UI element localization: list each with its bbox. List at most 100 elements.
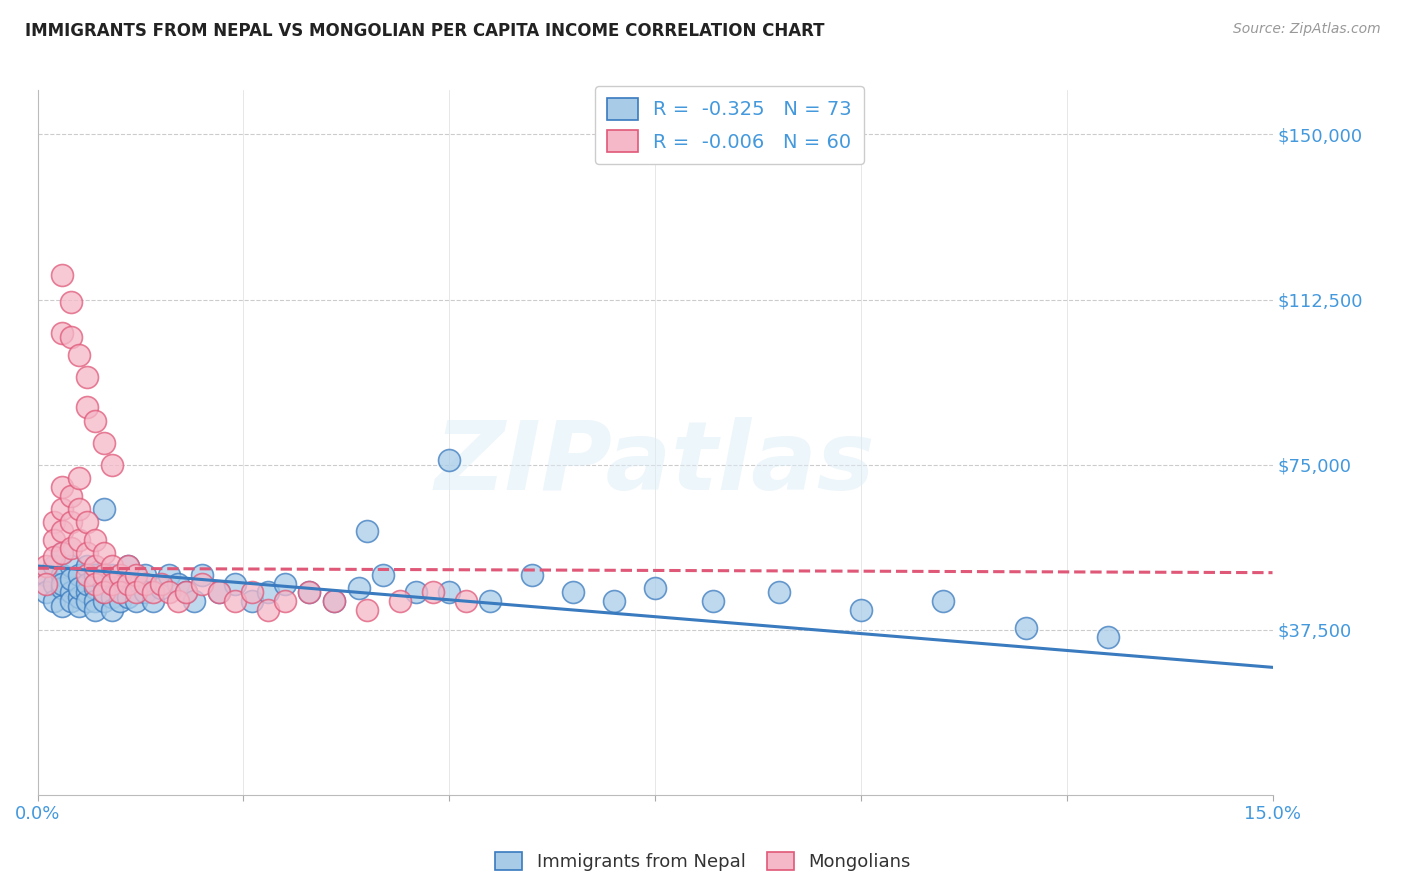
Legend: Immigrants from Nepal, Mongolians: Immigrants from Nepal, Mongolians: [488, 845, 918, 879]
Point: [1097, 630, 1119, 644]
Point: [51, 567, 73, 582]
Point: [224, 594, 246, 608]
Point: [67, 581, 90, 595]
Point: [59, 515, 82, 529]
Point: [240, 585, 263, 599]
Point: [59, 572, 82, 586]
Point: [93, 435, 115, 450]
Point: [84, 594, 107, 608]
Point: [51, 546, 73, 560]
Point: [323, 594, 346, 608]
Point: [134, 576, 156, 591]
Point: [59, 585, 82, 599]
Point: [84, 581, 107, 595]
Point: [84, 576, 107, 591]
Point: [67, 471, 90, 485]
Point: [224, 576, 246, 591]
Point: [51, 524, 73, 538]
Point: [191, 567, 214, 582]
Point: [93, 501, 115, 516]
Point: [108, 567, 131, 582]
Point: [35, 567, 58, 582]
Point: [101, 603, 124, 617]
Point: [257, 585, 280, 599]
Point: [51, 268, 73, 283]
Point: [768, 585, 790, 599]
Point: [108, 594, 131, 608]
Point: [76, 567, 98, 582]
Legend: R =  -0.325   N = 73, R =  -0.006   N = 60: R = -0.325 N = 73, R = -0.006 N = 60: [595, 86, 863, 164]
Point: [356, 603, 378, 617]
Point: [273, 594, 295, 608]
Point: [125, 576, 148, 591]
Point: [439, 585, 461, 599]
Point: [76, 401, 98, 415]
Point: [166, 594, 188, 608]
Point: [142, 594, 165, 608]
Point: [108, 567, 131, 582]
Point: [51, 546, 73, 560]
Point: [59, 541, 82, 556]
Point: [157, 585, 180, 599]
Point: [76, 594, 98, 608]
Point: [44, 533, 66, 547]
Point: [76, 559, 98, 574]
Point: [454, 594, 477, 608]
Point: [101, 559, 124, 574]
Point: [44, 594, 66, 608]
Point: [422, 585, 444, 599]
Point: [93, 546, 115, 560]
Point: [405, 585, 427, 599]
Point: [84, 533, 107, 547]
Point: [59, 559, 82, 574]
Point: [117, 559, 139, 574]
Point: [101, 576, 124, 591]
Point: [108, 585, 131, 599]
Point: [84, 603, 107, 617]
Text: Source: ZipAtlas.com: Source: ZipAtlas.com: [1233, 22, 1381, 37]
Point: [174, 585, 197, 599]
Point: [644, 581, 666, 595]
Point: [932, 594, 955, 608]
Point: [67, 599, 90, 613]
Point: [298, 585, 321, 599]
Point: [93, 585, 115, 599]
Point: [125, 567, 148, 582]
Point: [134, 567, 156, 582]
Point: [35, 559, 58, 574]
Point: [67, 533, 90, 547]
Point: [76, 546, 98, 560]
Point: [67, 590, 90, 604]
Point: [59, 489, 82, 503]
Point: [59, 294, 82, 309]
Point: [76, 515, 98, 529]
Point: [356, 524, 378, 538]
Point: [142, 585, 165, 599]
Point: [273, 576, 295, 591]
Point: [117, 576, 139, 591]
Point: [150, 581, 173, 595]
Point: [51, 576, 73, 591]
Point: [166, 576, 188, 591]
Point: [125, 585, 148, 599]
Point: [44, 576, 66, 591]
Point: [108, 585, 131, 599]
Point: [93, 567, 115, 582]
Point: [157, 567, 180, 582]
Point: [51, 480, 73, 494]
Point: [561, 585, 583, 599]
Point: [150, 576, 173, 591]
Point: [44, 559, 66, 574]
Point: [101, 590, 124, 604]
Point: [84, 559, 107, 574]
Point: [125, 594, 148, 608]
Point: [101, 458, 124, 472]
Point: [44, 550, 66, 565]
Point: [76, 585, 98, 599]
Point: [51, 326, 73, 340]
Point: [174, 585, 197, 599]
Point: [51, 599, 73, 613]
Point: [208, 585, 231, 599]
Point: [603, 594, 626, 608]
Point: [183, 594, 205, 608]
